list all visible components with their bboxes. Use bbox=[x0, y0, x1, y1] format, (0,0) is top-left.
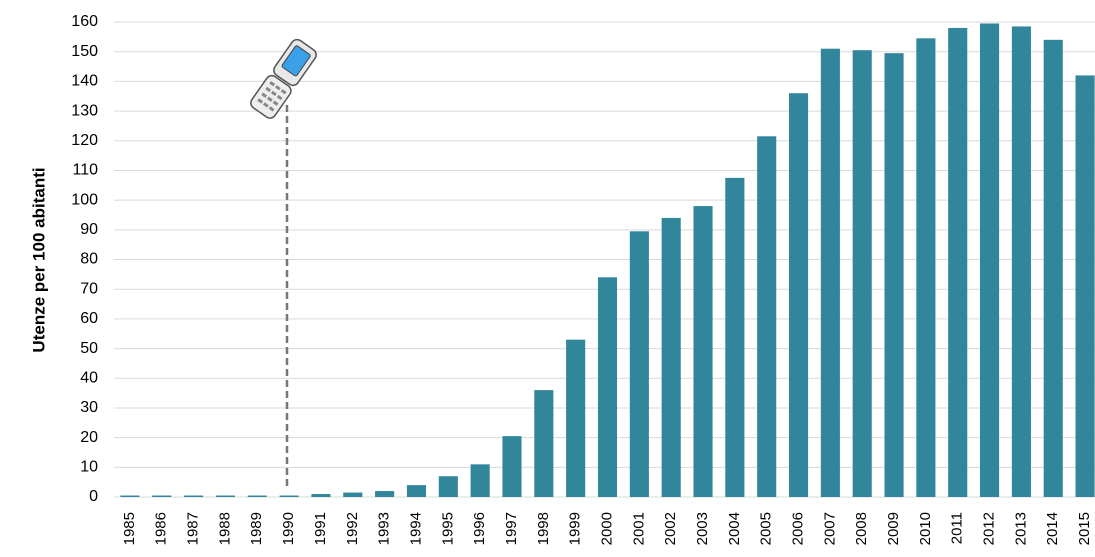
y-tick-label: 160 bbox=[71, 13, 98, 30]
bar bbox=[693, 206, 713, 497]
x-tick-label: 2012 bbox=[981, 512, 998, 545]
x-tick-label: 1988 bbox=[216, 512, 233, 545]
bar bbox=[215, 495, 235, 497]
bar bbox=[1075, 75, 1095, 497]
y-tick-label: 140 bbox=[71, 73, 98, 90]
y-tick-label: 80 bbox=[80, 251, 98, 268]
bar bbox=[438, 476, 458, 497]
bar bbox=[788, 93, 809, 497]
x-tick-label: 2005 bbox=[758, 512, 775, 545]
x-tick-label: 2010 bbox=[917, 512, 934, 545]
bar bbox=[470, 464, 490, 497]
x-tick-label: 2000 bbox=[598, 512, 615, 545]
bar bbox=[852, 50, 872, 497]
bar bbox=[152, 495, 172, 497]
y-tick-label: 110 bbox=[72, 162, 98, 179]
bar bbox=[343, 492, 363, 497]
bar bbox=[629, 231, 649, 497]
x-tick-label: 1996 bbox=[471, 512, 488, 545]
x-tick-label: 2009 bbox=[885, 512, 902, 545]
y-tick-label: 90 bbox=[80, 221, 98, 238]
bar bbox=[597, 277, 618, 497]
bar bbox=[184, 495, 204, 497]
bar bbox=[725, 177, 745, 497]
bar bbox=[406, 485, 427, 497]
x-tick-label: 1986 bbox=[153, 512, 170, 545]
bar bbox=[916, 38, 936, 497]
bar bbox=[279, 495, 299, 497]
y-tick-label: 150 bbox=[71, 43, 98, 60]
y-tick-label: 0 bbox=[89, 488, 98, 505]
bar bbox=[1011, 26, 1031, 497]
y-tick-label: 10 bbox=[80, 459, 98, 476]
x-tick-label: 2008 bbox=[853, 512, 870, 545]
x-tick-label: 2014 bbox=[1044, 512, 1061, 545]
phone-annotation bbox=[250, 38, 317, 488]
y-tick-label: 130 bbox=[71, 102, 98, 119]
bar bbox=[247, 495, 267, 497]
bar bbox=[120, 495, 140, 497]
x-tick-label: 2004 bbox=[726, 512, 743, 545]
x-tick-label: 1998 bbox=[535, 512, 552, 545]
x-tick-label: 2013 bbox=[1012, 512, 1029, 545]
x-tick-label: 2006 bbox=[790, 512, 807, 545]
x-tick-label: 1992 bbox=[344, 512, 361, 545]
y-tick-label: 50 bbox=[80, 340, 98, 357]
y-tick-label: 120 bbox=[71, 132, 98, 149]
bar bbox=[311, 494, 331, 497]
y-tick-label: 100 bbox=[71, 191, 98, 208]
bar bbox=[820, 48, 840, 497]
plot-area: 0 10 20 30 40 50 60 70 80 90 100 110 120 130 140 150 160… bbox=[71, 13, 1095, 545]
x-tick-label: 1993 bbox=[376, 512, 393, 545]
bar bbox=[948, 27, 968, 497]
x-tick-label: 1995 bbox=[439, 512, 456, 545]
phone-icon bbox=[250, 38, 317, 119]
x-tick-label: 2002 bbox=[662, 512, 679, 545]
bar bbox=[661, 217, 681, 497]
bar bbox=[502, 436, 522, 497]
y-axis-label: Utenze per 100 abitanti bbox=[29, 167, 48, 352]
x-tick-label: 1990 bbox=[280, 512, 297, 545]
x-tick-label: 2001 bbox=[630, 512, 647, 545]
x-tick-label: 1991 bbox=[312, 512, 329, 545]
bar bbox=[884, 53, 904, 497]
bar bbox=[980, 23, 1000, 497]
x-tick-label: 2003 bbox=[694, 512, 711, 545]
x-tick-label: 2011 bbox=[949, 512, 966, 544]
x-tick-label: 1997 bbox=[503, 512, 520, 545]
x-tick-label: 1987 bbox=[185, 512, 202, 545]
y-tick-label: 60 bbox=[80, 310, 98, 327]
x-tick-label: 1985 bbox=[121, 512, 138, 545]
bar bbox=[1043, 39, 1063, 497]
x-tick-label: 2015 bbox=[1076, 512, 1093, 545]
x-tick-label: 1994 bbox=[407, 512, 424, 545]
x-tick-label: 2007 bbox=[821, 512, 838, 545]
y-tick-label: 20 bbox=[80, 429, 98, 446]
bar bbox=[375, 491, 395, 497]
y-tick-label: 70 bbox=[80, 280, 98, 297]
bar bbox=[757, 136, 777, 497]
bar bbox=[566, 339, 586, 497]
x-tick-label: 1999 bbox=[567, 512, 584, 545]
bar bbox=[534, 390, 554, 497]
y-tick-label: 40 bbox=[80, 369, 98, 386]
y-tick-label: 30 bbox=[80, 399, 98, 416]
x-tick-label: 1989 bbox=[248, 512, 265, 545]
